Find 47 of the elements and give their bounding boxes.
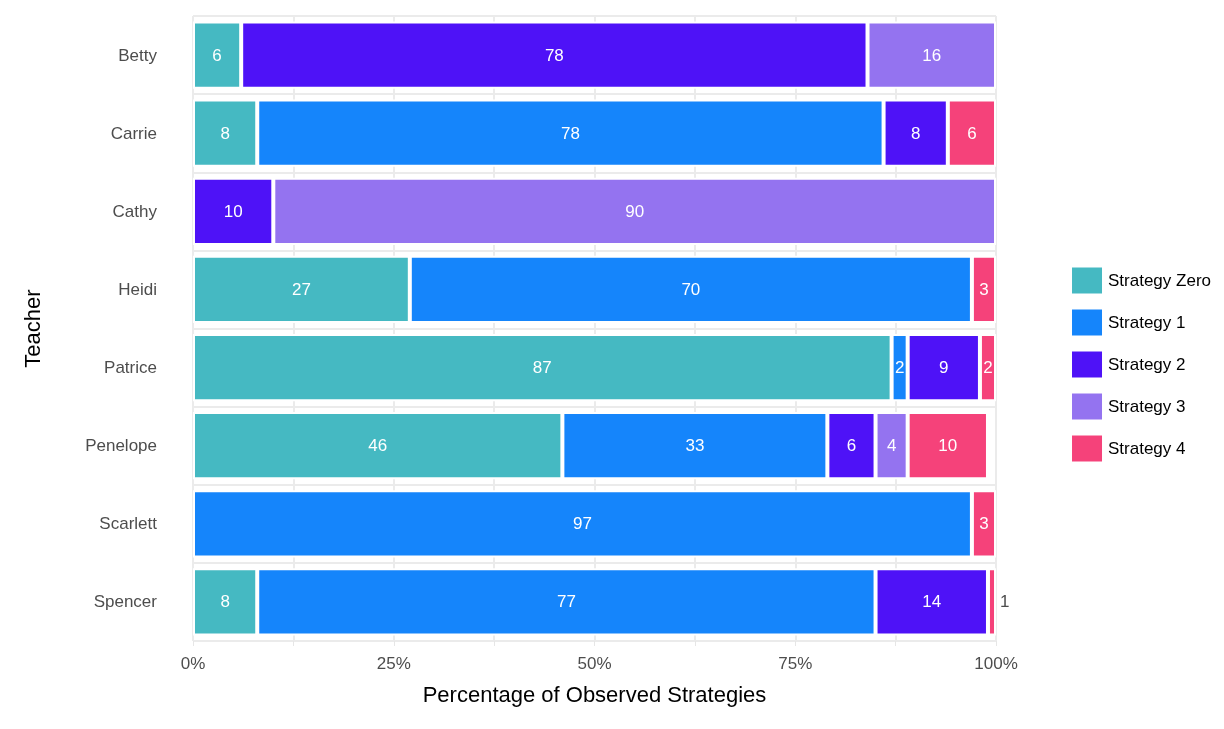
y-tick-label: Patrice xyxy=(104,358,157,378)
data-label: 4 xyxy=(886,436,897,456)
y-tick-label: Penelope xyxy=(85,436,157,456)
x-axis-title: Percentage of Observed Strategies xyxy=(422,681,767,707)
x-tick-label: 25% xyxy=(376,654,411,673)
legend-label: Strategy 3 xyxy=(1108,397,1186,416)
y-axis-title: Teacher xyxy=(19,289,45,368)
data-label: 78 xyxy=(560,123,580,143)
data-label: 27 xyxy=(291,279,311,299)
data-label: 2 xyxy=(894,358,905,378)
data-label: 33 xyxy=(685,436,705,456)
data-label: 2 xyxy=(983,358,993,378)
data-label: 78 xyxy=(544,45,564,65)
data-label: 8 xyxy=(220,123,230,143)
y-tick-label: Heidi xyxy=(118,279,157,299)
data-label: 9 xyxy=(939,358,949,378)
legend-label: Strategy 4 xyxy=(1108,439,1186,458)
data-label: 10 xyxy=(938,436,958,456)
data-label: 90 xyxy=(625,201,645,221)
x-tick-label: 100% xyxy=(974,654,1018,673)
x-tick-label: 0% xyxy=(180,654,206,673)
data-label: 3 xyxy=(979,514,989,534)
y-tick-label: Carrie xyxy=(110,123,157,143)
legend-label: Strategy Zero xyxy=(1108,271,1212,290)
data-label: 8 xyxy=(220,592,230,612)
y-tick-label: Cathy xyxy=(112,201,158,221)
legend-label: Strategy 1 xyxy=(1108,313,1186,332)
data-label: 70 xyxy=(681,279,701,299)
data-label: 14 xyxy=(922,592,942,612)
x-tick-label: 75% xyxy=(778,654,813,673)
data-label: 6 xyxy=(846,436,857,456)
data-label: 1 xyxy=(1000,592,1010,612)
data-label: 87 xyxy=(532,358,552,378)
y-tick-label: Spencer xyxy=(93,592,158,612)
y-tick-label: Scarlett xyxy=(99,514,158,534)
data-label: 10 xyxy=(223,201,243,221)
data-label: 16 xyxy=(922,45,942,65)
data-label: 8 xyxy=(910,123,921,143)
data-label: 3 xyxy=(979,279,989,299)
x-tick-label: 50% xyxy=(577,654,612,673)
data-label: 77 xyxy=(556,592,576,612)
data-label: 46 xyxy=(368,436,388,456)
data-label: 97 xyxy=(572,514,592,534)
data-label: 6 xyxy=(212,45,222,65)
data-label: 6 xyxy=(967,123,977,143)
legend-label: Strategy 2 xyxy=(1108,355,1186,374)
y-tick-label: Betty xyxy=(118,45,158,65)
